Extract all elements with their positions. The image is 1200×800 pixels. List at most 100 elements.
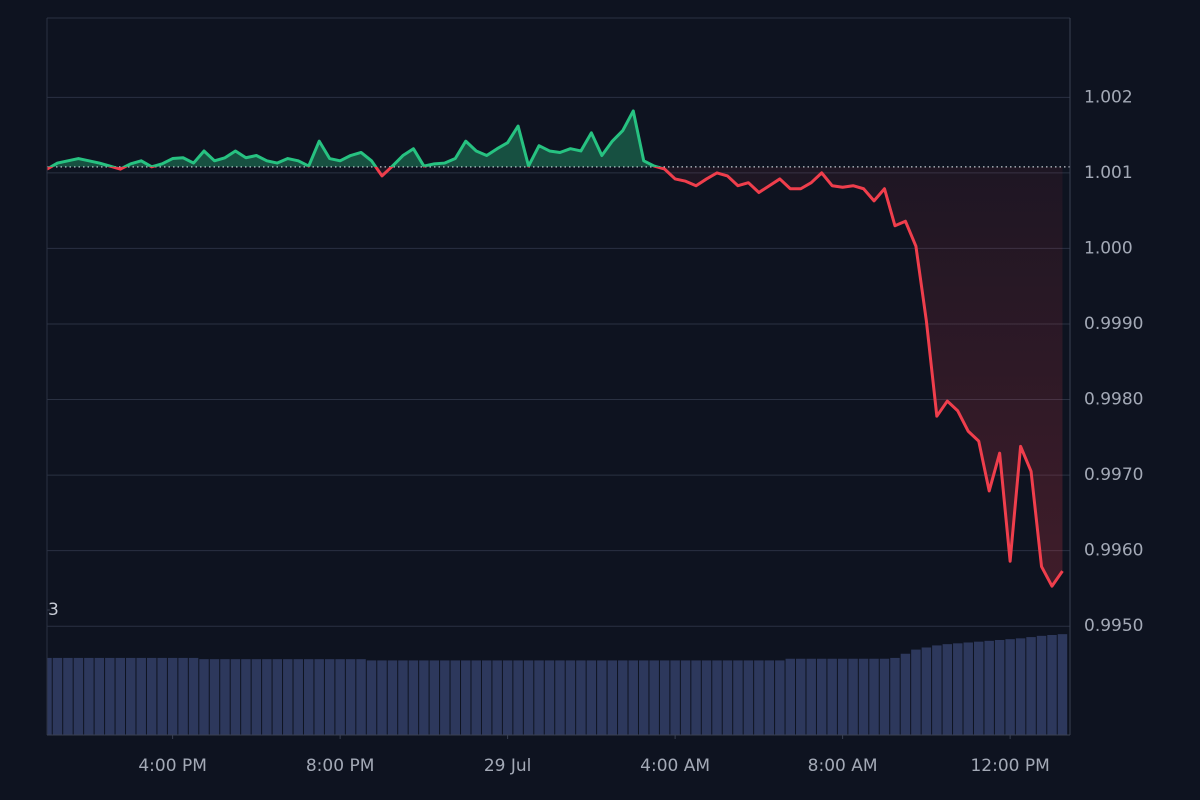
volume-bar [576, 660, 586, 735]
volume-bar [628, 660, 638, 735]
volume-bar [115, 657, 126, 735]
y-tick-label: 0.9980 [1084, 390, 1143, 410]
volume-bar [534, 660, 544, 735]
volume-bar [827, 658, 837, 735]
volume-bar [502, 660, 513, 735]
volume-bar [722, 660, 733, 735]
volume-bar [419, 660, 429, 735]
volume-bar [262, 659, 272, 735]
volume-bar [837, 658, 848, 735]
volume-bar [387, 660, 398, 735]
volume-bar [241, 659, 251, 735]
volume-bar [314, 659, 324, 735]
volume-bar [565, 660, 576, 735]
y-tick-label: 0.9990 [1084, 314, 1143, 334]
volume-bar [984, 640, 994, 735]
x-tick-label: 29 Jul [484, 756, 532, 776]
volume-bar [638, 660, 649, 735]
volume-bar [377, 660, 387, 735]
volume-bar [178, 657, 188, 735]
volume-bar [146, 657, 157, 735]
x-tick-label: 8:00 AM [808, 756, 878, 776]
volume-bar [126, 657, 136, 735]
volume-bar [84, 657, 94, 735]
volume-bar [743, 660, 754, 735]
volume-bar [481, 660, 492, 735]
volume-bar [408, 660, 419, 735]
volume-bar [544, 660, 555, 735]
volume-bar [366, 660, 377, 735]
volume-bar [429, 660, 440, 735]
volume-bar [806, 658, 816, 735]
volume-bar [796, 658, 806, 735]
volume-bar [659, 660, 670, 735]
volume-bar [586, 660, 597, 735]
volume-bar [105, 657, 115, 735]
x-tick-label: 4:00 AM [640, 756, 710, 776]
volume-bar [953, 643, 963, 735]
volume-bar [523, 660, 534, 735]
volume-bar [461, 660, 471, 735]
y-tick-label: 0.9960 [1084, 541, 1143, 561]
volume-bar [63, 657, 73, 735]
volume-bar [879, 658, 890, 735]
volume-bar [900, 653, 911, 735]
volume-bar [157, 657, 167, 735]
volume-bar [701, 660, 712, 735]
volume-bar [911, 649, 921, 735]
volume-bar [356, 659, 366, 735]
volume-bar [492, 660, 502, 735]
volume-layer [47, 634, 1068, 735]
volume-bar [272, 659, 283, 735]
price-layer [47, 109, 1070, 588]
volume-bar [220, 659, 230, 735]
area-down [47, 166, 1063, 587]
volume-bar [555, 660, 565, 735]
volume-bar [440, 660, 450, 735]
y-tick-label: 0.9950 [1084, 616, 1143, 636]
volume-bar [942, 644, 953, 735]
volume-bar [335, 659, 345, 735]
label-layer: 1.002 1.001 1.000 0.9990 0.9980 0.9970 0.9960 0… [47, 87, 1143, 776]
volume-bar [1036, 635, 1047, 735]
volume-bar [94, 657, 105, 735]
volume-bar [869, 658, 879, 735]
volume-bar [848, 658, 858, 735]
volume-bar [251, 659, 262, 735]
y-tick-label: 1.000 [1084, 238, 1133, 258]
volume-bar [188, 657, 199, 735]
volume-bar [712, 660, 722, 735]
volume-bar [973, 641, 984, 735]
y-tick-label: 1.002 [1084, 87, 1133, 107]
x-tick-label: 4:00 PM [138, 756, 207, 776]
volume-bar [1026, 637, 1036, 735]
volume-bar [471, 660, 481, 735]
volume-bar [649, 660, 659, 735]
volume-bar [450, 660, 461, 735]
volume-bar [324, 659, 335, 735]
line-down [47, 166, 1064, 588]
volume-bar [994, 640, 1005, 735]
volume-bar [597, 660, 607, 735]
volume-bar [1047, 635, 1057, 735]
volume-bar [199, 659, 209, 735]
y-tick-label: 1.001 [1084, 163, 1133, 183]
volume-bar [209, 659, 220, 735]
volume-bar [775, 660, 785, 735]
volume-bar [816, 658, 827, 735]
volume-bar [73, 657, 84, 735]
volume-bar [890, 657, 900, 735]
volume-bar [345, 659, 356, 735]
grid-layer [47, 96, 1070, 627]
x-tick-label: 12:00 PM [970, 756, 1049, 776]
volume-bar [921, 647, 932, 735]
volume-bar [167, 657, 178, 735]
volume-bar [136, 657, 146, 735]
volume-bar [230, 659, 241, 735]
volume-bar [754, 660, 764, 735]
volume-bar [283, 659, 293, 735]
volume-bar [785, 658, 796, 735]
volume-bar [764, 660, 775, 735]
